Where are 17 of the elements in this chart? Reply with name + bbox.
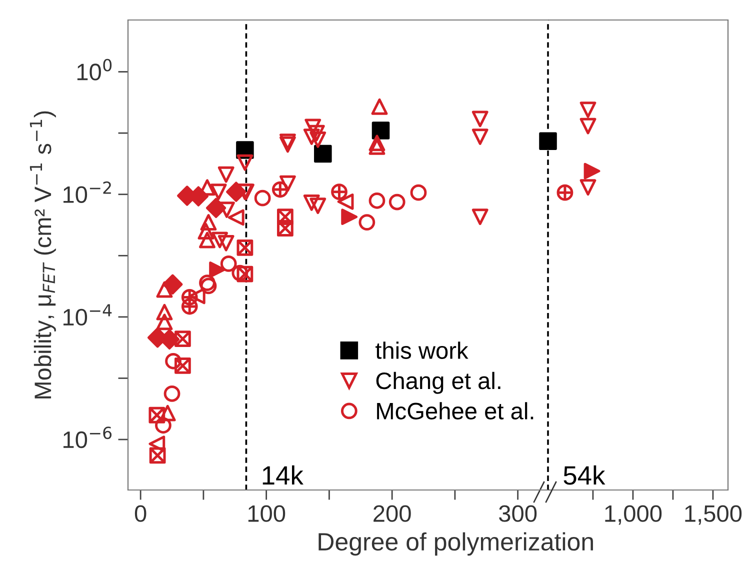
y-axis-title: Mobility, μ$_{FET}$ (cm² V$^{−1}$ s$^{−1}$): [30, 111, 56, 398]
x-tick-label: 1,000: [605, 505, 662, 525]
x-axis-title: Degree of polymerization: [318, 532, 593, 556]
ref-line-label: 54k: [564, 465, 606, 485]
x-tick-label: 1,500: [685, 505, 742, 525]
y-tick-label: 10$^{−6}$: [64, 426, 112, 448]
x-tick-label: 200: [374, 505, 411, 522]
x-tick-label: 300: [499, 505, 537, 522]
y-tick-label: 10$^{−2}$: [64, 181, 111, 203]
ref-line-label: 14k: [262, 465, 304, 485]
y-tick-label: 10$^{−4}$: [64, 304, 112, 326]
legend-label: McGehee et al.: [377, 402, 534, 420]
legend-label: this work: [376, 342, 468, 359]
legend-label: Chang et al.: [376, 372, 500, 394]
x-tick-label: 100: [248, 505, 286, 522]
x-tick-label: 0: [134, 505, 146, 522]
y-tick-label: 10$^{0}$: [77, 58, 112, 80]
